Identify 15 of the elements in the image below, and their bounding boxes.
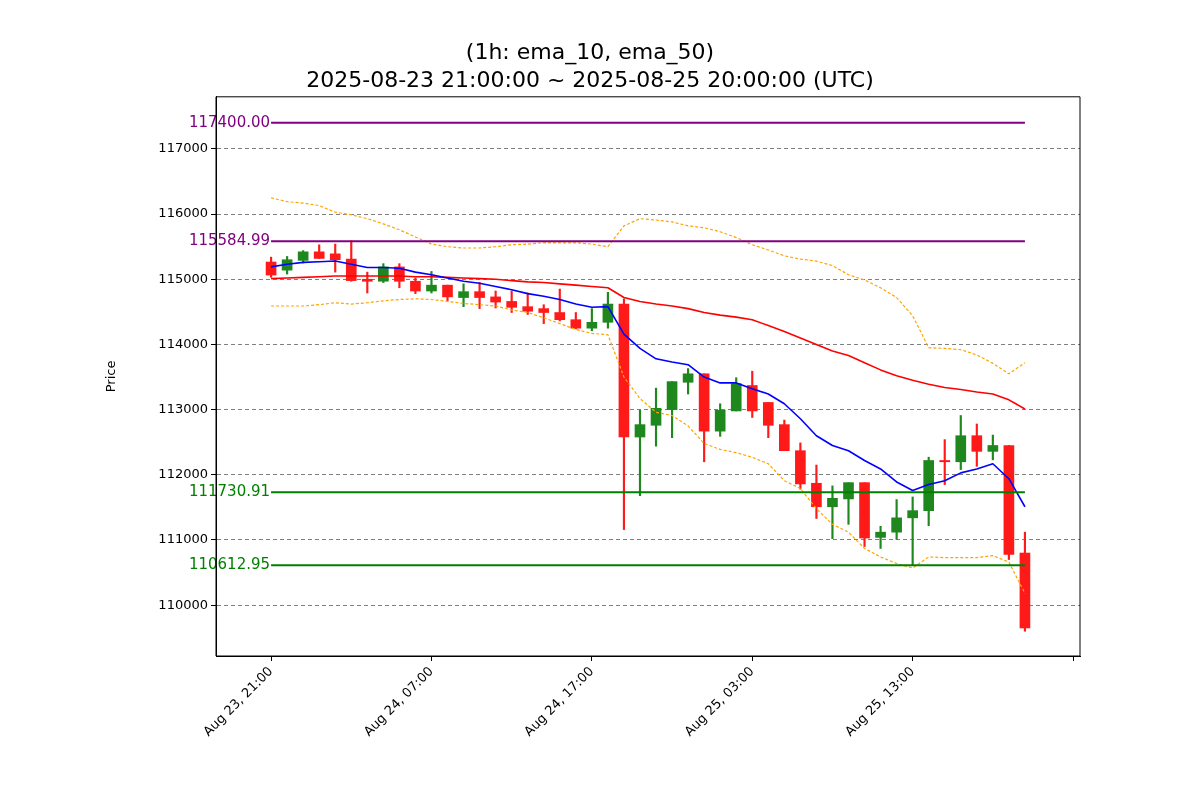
chart-subtitle: 2025-08-23 21:00:00 ~ 2025-08-25 20:00:00 (UTC): [306, 67, 874, 93]
candlestick: [458, 283, 469, 307]
y-axis-title: Price: [103, 360, 119, 393]
y-tick-label: 114000: [158, 335, 208, 351]
y-tick-label: 110000: [158, 596, 208, 612]
candlestick: [827, 485, 838, 540]
y-tick-label: 117000: [158, 140, 208, 156]
candlestick: [875, 525, 886, 549]
y-tick-label: 112000: [158, 466, 208, 482]
y-tick-label: 113000: [158, 401, 208, 417]
line-series: [270, 197, 1026, 375]
chart-title: (1h: ema_10, ema_50): [465, 38, 715, 65]
y-tick-label: 115000: [158, 270, 208, 286]
y-tick-label: 116000: [158, 205, 208, 221]
y-tick-label: 111000: [158, 531, 208, 547]
